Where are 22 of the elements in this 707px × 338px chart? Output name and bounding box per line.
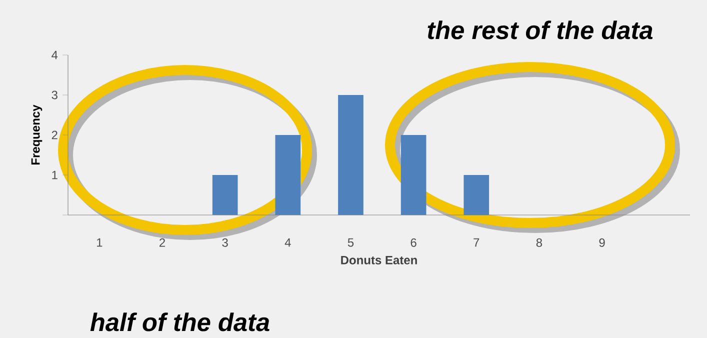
- y-tick-label: 3: [52, 90, 58, 100]
- text: half of the data: [90, 312, 270, 332]
- x-tick-label: 3: [222, 238, 228, 247]
- bar: [464, 174, 490, 215]
- x-tick-label: 2: [160, 238, 165, 247]
- x-tick-label: 5: [348, 238, 354, 247]
- bar: [338, 94, 364, 215]
- y-axis-title: Frequency: [31, 104, 42, 165]
- y-tick-label: 1: [52, 170, 58, 180]
- x-tick-label: 6: [410, 238, 416, 247]
- x-axis-title: Donuts Eaten: [341, 256, 417, 264]
- bar: [212, 174, 238, 215]
- x-tick-label: 9: [599, 238, 605, 247]
- bar: [275, 134, 301, 215]
- x-tick-label: 7: [474, 238, 480, 247]
- y-tick-label: 2: [52, 130, 58, 140]
- text: the rest of the data: [428, 20, 653, 40]
- x-tick-label: 1: [97, 238, 102, 247]
- bar: [400, 134, 426, 215]
- x-tick-label: 4: [284, 238, 291, 247]
- x-tick-label: 8: [536, 238, 542, 247]
- y-tick-label: 4: [52, 50, 58, 60]
